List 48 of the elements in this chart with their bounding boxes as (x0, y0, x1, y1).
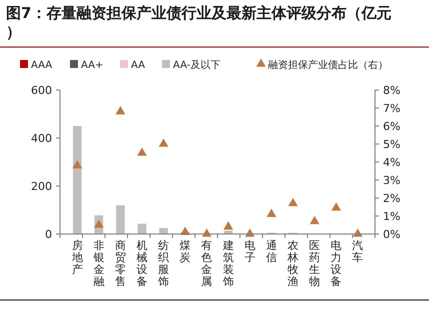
point (331, 202, 341, 211)
x-tick-label: 商贸零售 (114, 239, 126, 288)
legend-label: AA (131, 60, 146, 71)
y-tick-label: 200 (31, 180, 52, 193)
x-tick-label: 电力设备 (330, 239, 342, 288)
y2-tick-label: 4% (383, 156, 400, 169)
point (94, 219, 104, 228)
legend-label: AA+ (81, 60, 104, 71)
point (310, 216, 320, 224)
point (223, 221, 234, 230)
y2-tick-label: 0% (383, 228, 400, 241)
y2-tick-label: 5% (383, 138, 400, 151)
point (116, 106, 126, 114)
point (288, 198, 298, 206)
x-tick-label: 汽车 (352, 239, 364, 264)
x-tick-label: 医药生物 (309, 239, 320, 288)
x-tick-label: 煤炭 (180, 239, 191, 264)
bar (116, 205, 125, 234)
x-tick-label: 通信 (266, 239, 277, 264)
y2-tick-label: 6% (383, 120, 400, 133)
point (266, 208, 276, 217)
legend-label: AAA (31, 60, 52, 71)
y-tick-label: 400 (31, 132, 52, 145)
point (245, 228, 255, 237)
bar (72, 126, 82, 234)
point (72, 160, 82, 168)
y2-tick-label: 7% (383, 102, 400, 115)
y2-tick-label: 1% (383, 210, 400, 223)
bar (138, 224, 146, 234)
x-tick-label: 电子 (244, 239, 256, 264)
y2-tick-label: 2% (383, 192, 400, 205)
x-tick-label: 机械设备 (136, 239, 148, 288)
y2-tick-label: 8% (383, 84, 400, 97)
chart-title: 图7：存量融资担保产业债行业及最新主体评级分布（亿元） (6, 4, 392, 41)
x-tick-label: 有色金属 (201, 239, 212, 288)
x-tick-label: 纺织服饰 (157, 239, 170, 288)
x-tick-label: 房地产 (70, 239, 83, 276)
point (158, 138, 168, 147)
x-tick-label: 建筑装饰 (222, 239, 234, 288)
y-tick-label: 0 (45, 228, 52, 241)
y-tick-label: 600 (31, 84, 52, 97)
point (137, 147, 147, 156)
x-tick-label: 农林牧渔 (286, 239, 299, 288)
x-tick-label: 非银金融 (92, 239, 104, 288)
legend-label: 融资担保产业债占比（右） (268, 59, 388, 71)
y2-tick-label: 3% (383, 174, 400, 187)
legend-label: AA-及以下 (173, 59, 220, 71)
bar (159, 228, 168, 234)
